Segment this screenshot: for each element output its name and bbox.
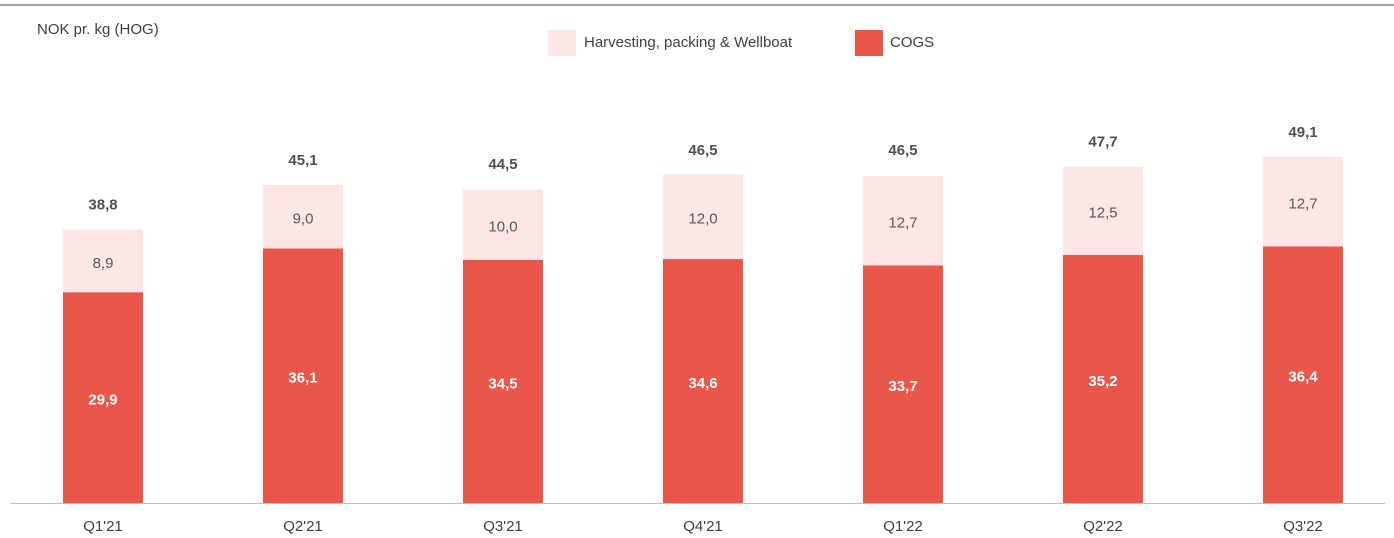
bar-segment <box>63 229 143 293</box>
legend-swatch <box>548 30 576 56</box>
total-label: 46,5 <box>888 142 917 159</box>
x-tick-label: Q1'21 <box>83 518 123 535</box>
bar-segment <box>1263 156 1343 247</box>
bar-segment <box>263 248 343 503</box>
bar-segment <box>463 189 543 260</box>
legend-label: Harvesting, packing & Wellboat <box>584 34 793 51</box>
total-label: 38,8 <box>88 196 117 213</box>
bar-segment <box>1063 254 1143 503</box>
x-tick-label: Q3'21 <box>483 518 523 535</box>
bar-segment <box>863 175 943 266</box>
data-label: 12,0 <box>688 211 717 228</box>
bar-segment <box>63 292 143 503</box>
total-label: 49,1 <box>1288 124 1317 141</box>
data-label: 12,7 <box>888 215 917 232</box>
data-label: 34,6 <box>688 375 717 392</box>
total-label: 47,7 <box>1088 134 1117 151</box>
data-label: 35,2 <box>1088 373 1117 390</box>
data-label: 12,7 <box>1288 196 1317 213</box>
legend-label: COGS <box>890 34 934 51</box>
data-label: 36,1 <box>288 370 317 387</box>
x-tick-label: Q4'21 <box>683 518 723 535</box>
bar-segment <box>1263 246 1343 503</box>
x-tick-label: Q2'22 <box>1083 518 1123 535</box>
bar-segment <box>663 174 743 260</box>
data-label: 8,9 <box>93 255 114 272</box>
data-label: 33,7 <box>888 378 917 395</box>
bar-segment <box>863 265 943 503</box>
bar-segment <box>663 259 743 503</box>
total-label: 45,1 <box>288 152 317 169</box>
data-label: 9,0 <box>293 211 314 228</box>
chart-title: NOK pr. kg (HOG) <box>37 21 159 38</box>
x-tick-label: Q3'22 <box>1283 518 1323 535</box>
bar-segment <box>263 185 343 249</box>
data-label: 36,4 <box>1288 369 1318 386</box>
bar-segment <box>1063 166 1143 255</box>
total-label: 44,5 <box>488 156 517 173</box>
data-label: 29,9 <box>88 392 117 409</box>
data-label: 10,0 <box>488 218 517 235</box>
legend-swatch <box>855 30 883 56</box>
bar-segment <box>463 259 543 503</box>
data-label: 34,5 <box>488 375 517 392</box>
x-tick-label: Q2'21 <box>283 518 323 535</box>
data-label: 12,5 <box>1088 205 1117 222</box>
total-label: 46,5 <box>688 142 717 159</box>
x-tick-label: Q1'22 <box>883 518 923 535</box>
